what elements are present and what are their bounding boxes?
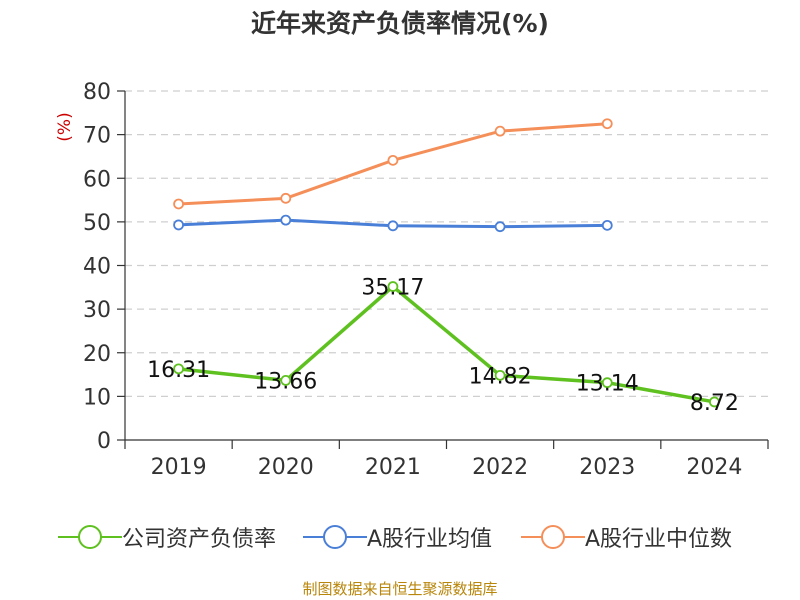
- series-1-point-2019: [173, 219, 184, 231]
- series-1-point-2021: [387, 220, 399, 232]
- data-label-2024: 8.72: [690, 391, 739, 416]
- y-tick-label-40: 40: [83, 255, 111, 280]
- data-label-2022: 14.82: [469, 364, 532, 389]
- series-lines: [173, 118, 720, 408]
- data-labels: 16.31 13.66 35.17 14.82 13.14 8.72: [147, 276, 739, 416]
- legend-marker-industry-mean: [303, 525, 367, 549]
- series-0-point-2020: [280, 375, 292, 386]
- data-label-2023: 13.14: [576, 372, 639, 397]
- y-tick-label-10: 10: [83, 385, 111, 410]
- data-label-2020: 13.66: [254, 369, 317, 394]
- legend-item-industry-median[interactable]: A股行业中位数: [521, 520, 732, 554]
- series-2-point-2022: [494, 125, 506, 137]
- gridlines: [125, 90, 768, 397]
- legend-label-company: 公司资产负债率: [122, 527, 277, 552]
- series-2-point-2019: [173, 198, 184, 210]
- legend-item-company[interactable]: 公司资产负债率: [58, 520, 276, 554]
- legend-marker-industry-median: [521, 525, 585, 549]
- series-0-point-2023: [601, 377, 613, 389]
- x-tick-label-2024: 2024: [686, 455, 742, 480]
- y-axis-label: (%): [55, 112, 75, 141]
- legend: 公司资产负债率 A股行业均值 A股行业中位数: [0, 520, 800, 554]
- y-tick-label-20: 20: [83, 342, 111, 367]
- legend-label-industry-median: A股行业中位数: [585, 527, 733, 552]
- x-tick-label-2020: 2020: [258, 455, 314, 480]
- series-1-point-2020: [280, 214, 292, 226]
- source-note: 制图数据来自恒生聚源数据库: [302, 580, 498, 598]
- series-1-point-2023: [601, 219, 613, 231]
- y-tick-label-60: 60: [83, 167, 111, 192]
- x-tick-label-2021: 2021: [365, 455, 421, 480]
- data-label-2021: 35.17: [361, 276, 424, 301]
- series-0-point-2022: [494, 369, 506, 381]
- x-tick-label-2019: 2019: [151, 455, 207, 480]
- axes: 0 10 20 30 40 50 60 70 80 (%) 2019 2020 2021 2022 2023…: [55, 80, 769, 480]
- series-0-point-2021: [387, 281, 399, 292]
- y-tick-label-0: 0: [97, 429, 111, 454]
- legend-marker-company: [58, 525, 122, 549]
- series-2-point-2020: [280, 192, 292, 204]
- y-tick-label-30: 30: [83, 298, 111, 323]
- series-2-point-2023: [601, 118, 613, 130]
- legend-item-industry-mean[interactable]: A股行业均值: [303, 520, 492, 554]
- series-0-point-2024: [709, 396, 720, 408]
- data-label-2019: 16.31: [147, 358, 210, 383]
- series-2-point-2021: [387, 154, 399, 166]
- x-tick-label-2022: 2022: [472, 455, 528, 480]
- chart-title: 近年来资产负债率情况(%): [251, 9, 549, 38]
- legend-label-industry-mean: A股行业均值: [367, 527, 493, 552]
- y-tick-label-70: 70: [83, 124, 111, 149]
- series-line-0: [178, 284, 715, 404]
- x-tick-label-2023: 2023: [579, 455, 635, 480]
- y-tick-label-50: 50: [83, 211, 111, 236]
- y-tick-label-80: 80: [83, 80, 111, 105]
- series-0-point-2019: [173, 363, 184, 375]
- series-1-point-2022: [494, 221, 506, 233]
